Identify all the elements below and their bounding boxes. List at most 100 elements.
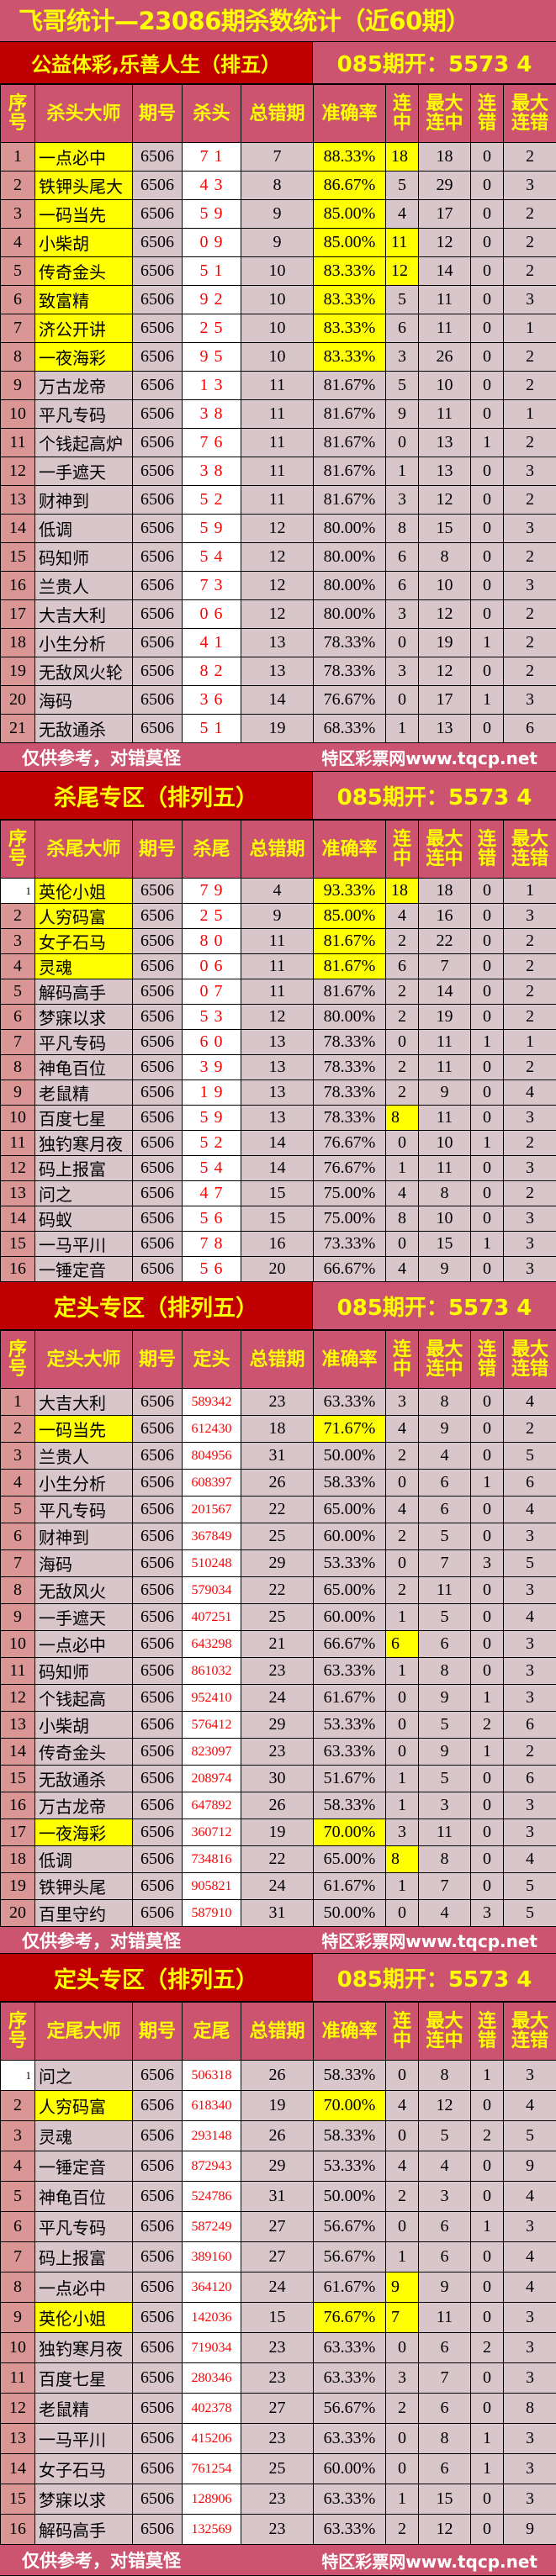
master-name-cell: 致富精 <box>35 286 133 314</box>
kill-number-cell: 4 3 <box>183 172 241 200</box>
current-miss-cell: 0 <box>471 929 504 954</box>
master-name-cell: 问之 <box>35 1181 133 1206</box>
seq-cell: 3 <box>1 1443 35 1470</box>
seq-cell: 5 <box>1 979 35 1005</box>
master-name-cell: 平凡专码 <box>35 2212 133 2242</box>
total-errors-cell: 11 <box>241 929 314 954</box>
column-header: 最大连错 <box>504 2003 556 2061</box>
kill-number-cell: 804956 <box>183 1443 241 1470</box>
total-errors-cell: 23 <box>241 1739 314 1766</box>
max-miss-cell: 2 <box>504 979 556 1005</box>
column-header: 连中 <box>386 85 419 143</box>
current-streak-cell: 0 <box>386 2454 419 2484</box>
total-errors-cell: 31 <box>241 1900 314 1927</box>
period-cell: 6506 <box>133 879 183 904</box>
total-errors-cell: 11 <box>241 429 314 457</box>
max-miss-cell: 3 <box>504 1156 556 1181</box>
max-streak-cell: 14 <box>419 979 471 1005</box>
site-link[interactable]: 特区彩票网www.tqcp.net <box>321 2548 537 2573</box>
current-streak-cell: 18 <box>386 879 419 904</box>
seq-cell: 10 <box>1 1106 35 1131</box>
kill-number-cell: 587910 <box>183 1900 241 1927</box>
max-miss-cell: 2 <box>504 629 556 657</box>
max-streak-cell: 12 <box>419 2091 471 2121</box>
site-link[interactable]: 特区彩票网www.tqcp.net <box>321 1928 537 1952</box>
seq-cell: 16 <box>1 1257 35 1282</box>
seq-cell: 15 <box>1 1766 35 1792</box>
period-cell: 6506 <box>133 2091 183 2121</box>
current-miss-cell: 0 <box>471 143 504 172</box>
site-link[interactable]: 特区彩票网www.tqcp.net <box>321 745 537 769</box>
accuracy-cell: 83.33% <box>314 286 386 314</box>
current-miss-cell: 1 <box>471 1685 504 1712</box>
current-streak-cell: 2 <box>386 1005 419 1030</box>
current-miss-cell: 0 <box>471 172 504 200</box>
current-miss-cell: 2 <box>471 2333 504 2363</box>
period-cell: 6506 <box>133 143 183 172</box>
total-errors-cell: 23 <box>241 1389 314 1416</box>
master-name-cell: 财神到 <box>35 486 133 515</box>
current-miss-cell: 1 <box>471 429 504 457</box>
kill-number-cell: 367849 <box>183 1523 241 1550</box>
total-errors-cell: 31 <box>241 1443 314 1470</box>
current-miss-cell: 0 <box>471 1766 504 1792</box>
master-name-cell: 兰贵人 <box>35 572 133 600</box>
max-miss-cell: 4 <box>504 2272 556 2303</box>
draw-result: 085期开：5573 4 <box>313 42 556 83</box>
accuracy-cell: 65.00% <box>314 1497 386 1523</box>
column-header: 定头 <box>183 1331 241 1389</box>
current-streak-cell: 4 <box>386 1497 419 1523</box>
kill-number-cell: 761254 <box>183 2454 241 2484</box>
max-streak-cell: 13 <box>419 429 471 457</box>
max-streak-cell: 6 <box>419 2242 471 2272</box>
current-miss-cell: 0 <box>471 486 504 515</box>
current-miss-cell: 1 <box>471 686 504 715</box>
section-band: 定头专区（排列五）085期开：5573 4 <box>0 1954 556 2002</box>
seq-cell: 5 <box>1 257 35 286</box>
max-streak-cell: 17 <box>419 200 471 229</box>
max-miss-cell: 5 <box>504 1900 556 1927</box>
master-name-cell: 一码当先 <box>35 200 133 229</box>
max-streak-cell: 6 <box>419 1497 471 1523</box>
total-errors-cell: 11 <box>241 979 314 1005</box>
max-miss-cell: 3 <box>504 2424 556 2454</box>
master-name-cell: 梦寐以求 <box>35 2484 133 2515</box>
current-miss-cell: 0 <box>471 1206 504 1232</box>
max-streak-cell: 6 <box>419 1631 471 1658</box>
max-miss-cell: 2 <box>504 543 556 572</box>
master-name-cell: 百里守约 <box>35 1900 133 1927</box>
current-miss-cell: 0 <box>471 543 504 572</box>
draw-result: 085期开：5573 4 <box>313 772 556 819</box>
current-miss-cell: 1 <box>471 2454 504 2484</box>
accuracy-cell: 81.67% <box>314 929 386 954</box>
current-streak-cell: 2 <box>386 2182 419 2212</box>
current-streak-cell: 2 <box>386 1577 419 1604</box>
kill-number-cell: 8 0 <box>183 929 241 954</box>
section-title: 定头专区（排列五） <box>0 1954 313 2001</box>
kill-number-cell: 510248 <box>183 1550 241 1577</box>
accuracy-cell: 60.00% <box>314 1604 386 1631</box>
current-miss-cell: 0 <box>471 400 504 429</box>
seq-cell: 12 <box>1 1156 35 1181</box>
seq-cell: 8 <box>1 343 35 372</box>
max-streak-cell: 19 <box>419 629 471 657</box>
current-streak-cell: 0 <box>386 1470 419 1497</box>
table-footer: 仅供参考，对错莫怪特区彩票网www.tqcp.net <box>0 743 556 772</box>
kill-number-cell: 5 6 <box>183 1257 241 1282</box>
total-errors-cell: 22 <box>241 1497 314 1523</box>
current-miss-cell: 0 <box>471 1416 504 1443</box>
master-name-cell: 平凡专码 <box>35 1497 133 1523</box>
kill-number-cell: 608397 <box>183 1470 241 1497</box>
max-streak-cell: 14 <box>419 257 471 286</box>
accuracy-cell: 63.33% <box>314 1658 386 1685</box>
master-name-cell: 百度七星 <box>35 2363 133 2394</box>
